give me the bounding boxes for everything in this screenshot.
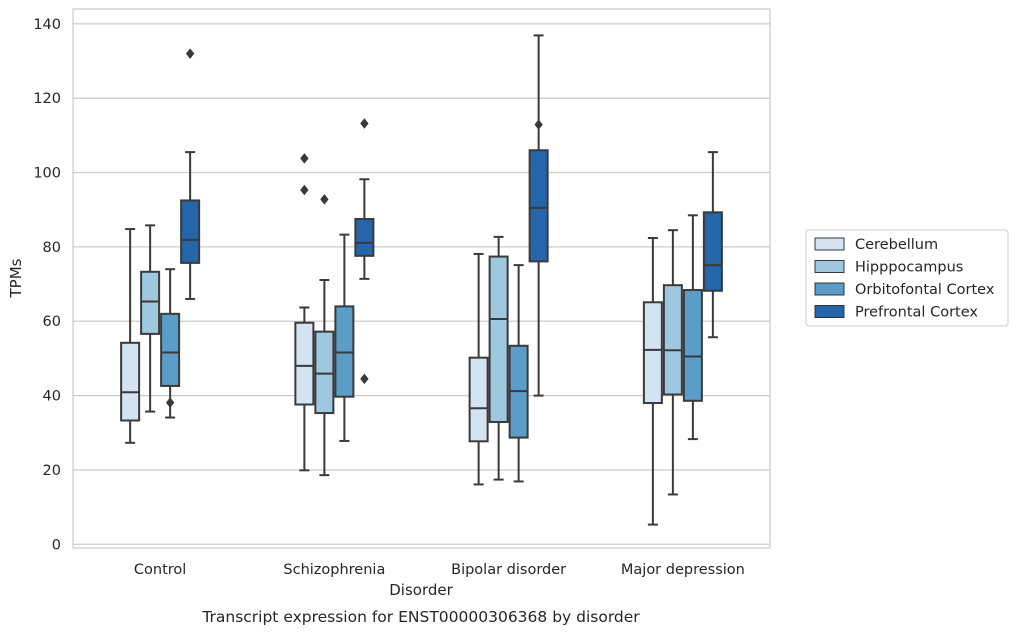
legend-label: Hipppocampus — [855, 260, 963, 276]
outlier-point — [165, 397, 175, 408]
box-cerebellum-0 — [120, 228, 141, 444]
box-body — [488, 255, 509, 423]
outlier-point — [360, 373, 369, 385]
box-hipppocampus-0 — [140, 224, 161, 413]
x-tick-label: Control — [134, 562, 186, 578]
box-body — [468, 356, 489, 443]
x-tick-label: Schizophrenia — [283, 562, 385, 578]
box-orbitofontal-cortex-2 — [508, 264, 529, 483]
box-cerebellum-2 — [468, 252, 489, 486]
box-prefrontal-cortex-0 — [180, 48, 201, 300]
y-tick-label: 100 — [33, 166, 61, 182]
y-tick-label: 140 — [33, 17, 61, 33]
y-tick-label: 60 — [43, 314, 61, 330]
box-body — [294, 321, 315, 406]
legend-swatch — [814, 237, 845, 251]
x-tick-labels: Control Schizophrenia Bipolar disorder Majo… — [134, 562, 745, 578]
outlier-point — [320, 194, 329, 205]
box-body — [662, 284, 683, 396]
box-groups — [120, 34, 723, 526]
outlier-point — [534, 119, 543, 130]
y-tick-label: 80 — [43, 240, 61, 256]
legend-swatch — [814, 260, 845, 273]
box-body — [642, 301, 663, 405]
legend-label: Cerebellum — [855, 237, 938, 253]
legend-swatch — [814, 282, 845, 296]
box-body — [528, 149, 549, 263]
box-orbitofontal-cortex-1 — [334, 233, 355, 442]
gridlines — [73, 23, 770, 545]
box-body — [682, 289, 703, 402]
y-tick-label: 20 — [43, 463, 61, 479]
y-axis-title: TPMs — [7, 258, 25, 298]
legend-frame — [805, 229, 1009, 327]
box-body — [180, 199, 201, 264]
y-tick-label: 120 — [33, 91, 61, 107]
plot-area — [72, 8, 771, 549]
box-body — [120, 341, 141, 422]
legend-label: Orbitofontal Cortex — [855, 282, 995, 298]
box-hipppocampus-1 — [314, 194, 335, 477]
outlier-point — [360, 118, 369, 129]
box-hipppocampus-3 — [662, 229, 683, 496]
y-tick-label: 40 — [43, 389, 61, 405]
outlier-point — [300, 184, 309, 196]
legend-label: Prefrontal Cortex — [855, 305, 978, 321]
legend-swatch — [814, 305, 845, 318]
box-body — [160, 312, 181, 387]
box-body — [314, 330, 335, 415]
x-tick-label: Major depression — [621, 562, 745, 578]
box-prefrontal-cortex-2 — [528, 34, 549, 397]
box-cerebellum-1 — [294, 153, 315, 472]
box-body — [354, 218, 375, 257]
y-tick-labels: 0 20 40 60 80 100 120 140 — [33, 17, 61, 553]
chart-caption: Transcript expression for ENST0000030636… — [201, 608, 640, 626]
y-tick-label: 0 — [52, 537, 61, 553]
outlier-point — [300, 153, 309, 164]
x-tick-label: Bipolar disorder — [451, 562, 566, 578]
box-prefrontal-cortex-3 — [702, 151, 723, 339]
x-axis-title: Disorder — [389, 581, 453, 599]
box-orbitofontal-cortex-3 — [682, 214, 703, 441]
box-body — [140, 270, 161, 335]
outlier-point — [185, 48, 195, 59]
box-body — [702, 211, 723, 292]
box-hipppocampus-2 — [488, 235, 509, 481]
box-orbitofontal-cortex-0 — [160, 268, 181, 419]
box-cerebellum-3 — [642, 236, 663, 526]
box-prefrontal-cortex-1 — [354, 118, 375, 385]
legend: Cerebellum Hipppocampus Orbitofontal Corte… — [805, 229, 1009, 327]
